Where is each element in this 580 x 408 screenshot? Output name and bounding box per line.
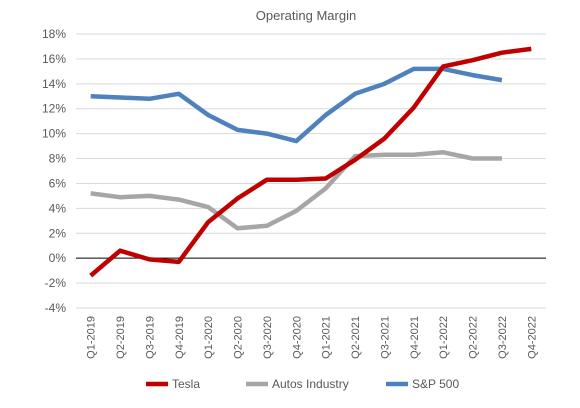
y-tick-label: 18% bbox=[42, 27, 66, 41]
x-tick-label: Q4-2022 bbox=[526, 316, 538, 359]
x-tick-label: Q4-2019 bbox=[174, 316, 186, 359]
series-lines bbox=[89, 46, 532, 278]
x-tick-label: Q2-2021 bbox=[350, 316, 362, 359]
series-line-tesla bbox=[89, 46, 532, 278]
x-axis-tick-labels: Q1-2019 Q2-2019 Q3-2019 Q4-2019 Q1-2020 Q2-20… bbox=[86, 316, 539, 359]
x-tick-label: Q3-2019 bbox=[144, 316, 156, 359]
y-tick-label: 10% bbox=[42, 127, 66, 141]
x-tick-label: Q2-2022 bbox=[468, 316, 480, 359]
x-tick-label: Q2-2020 bbox=[233, 316, 245, 359]
x-tick-label: Q3-2021 bbox=[379, 316, 391, 359]
series-line-s-p-500 bbox=[90, 66, 503, 144]
series-line-autos-industry bbox=[90, 150, 502, 231]
y-tick-label: 6% bbox=[49, 176, 67, 190]
x-tick-label: Q1-2022 bbox=[438, 316, 450, 359]
legend: Tesla Autos Industry S&P 500 bbox=[146, 377, 459, 391]
y-tick-label: 0% bbox=[49, 251, 67, 265]
legend-label: Tesla bbox=[172, 377, 200, 391]
y-tick-label: 14% bbox=[42, 77, 66, 91]
y-tick-label: 16% bbox=[42, 52, 66, 66]
x-tick-label: Q3-2020 bbox=[262, 316, 274, 359]
legend-label: Autos Industry bbox=[272, 377, 349, 391]
x-tick-label: Q4-2020 bbox=[291, 316, 303, 359]
x-tick-label: Q1-2020 bbox=[203, 316, 215, 359]
x-tick-label: Q2-2019 bbox=[115, 316, 127, 359]
y-tick-label: -4% bbox=[45, 301, 67, 315]
y-axis-tick-labels: -4% -2% 0% 2% 4% 6% 8% 10% 12% 14% 16% 18% bbox=[42, 27, 66, 315]
y-tick-label: 12% bbox=[42, 102, 66, 116]
legend-label: S&P 500 bbox=[412, 377, 459, 391]
y-tick-label: 8% bbox=[49, 152, 67, 166]
y-tick-label: 4% bbox=[49, 201, 67, 215]
y-tick-label: 2% bbox=[49, 226, 67, 240]
x-tick-label: Q4-2021 bbox=[409, 316, 421, 359]
chart-title: Operating Margin bbox=[256, 8, 356, 23]
x-tick-label: Q1-2021 bbox=[321, 316, 333, 359]
x-tick-label: Q3-2022 bbox=[497, 316, 509, 359]
x-tick-label: Q1-2019 bbox=[86, 316, 98, 359]
y-tick-label: -2% bbox=[45, 276, 67, 290]
